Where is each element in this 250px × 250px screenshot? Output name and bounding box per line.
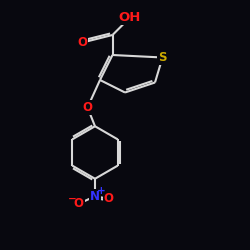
- Text: +: +: [97, 186, 106, 196]
- Text: O: O: [78, 36, 88, 49]
- Text: S: S: [158, 51, 167, 64]
- Text: O: O: [104, 192, 114, 205]
- Text: O: O: [82, 101, 92, 114]
- Text: −: −: [68, 194, 77, 204]
- Text: O: O: [74, 197, 84, 210]
- Text: N: N: [90, 190, 100, 203]
- Text: OH: OH: [119, 11, 141, 24]
